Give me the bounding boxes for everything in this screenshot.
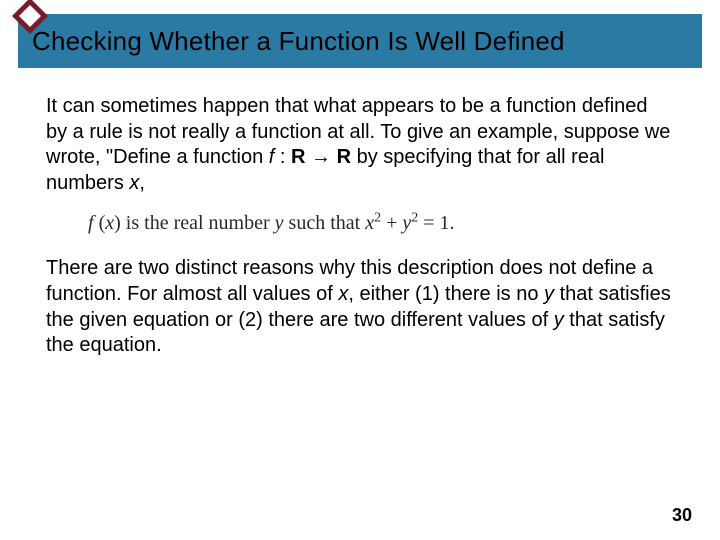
math-plus: +: [381, 212, 402, 234]
math-mid1: is the real number: [121, 212, 275, 234]
p1-colon: :: [274, 146, 291, 168]
slide-container: { "header": { "title": "Checking Whether…: [0, 0, 720, 540]
p2-yvar1: y: [544, 283, 554, 305]
math-open: (: [94, 212, 106, 234]
p2-xvar: x: [338, 283, 348, 305]
slide-body: It can sometimes happen that what appear…: [46, 94, 674, 359]
p1-R2: R: [337, 146, 351, 168]
diamond-icon: [10, 0, 50, 36]
p1-arrow: →: [305, 146, 336, 168]
title-bar: Checking Whether a Function Is Well Defi…: [18, 14, 702, 68]
math-eq: = 1.: [418, 212, 454, 234]
p1-comma: ,: [139, 172, 145, 194]
paragraph-1: It can sometimes happen that what appear…: [46, 94, 674, 196]
paragraph-2: There are two distinct reasons why this …: [46, 256, 674, 358]
page-number: 30: [672, 505, 692, 526]
math-y1: y: [275, 212, 284, 234]
math-definition: f (x) is the real number y such that x2 …: [88, 210, 674, 236]
p1-xvar: x: [129, 172, 139, 194]
p1-R1: R: [291, 146, 305, 168]
p2-yvar2: y: [554, 309, 564, 331]
math-close: ): [114, 212, 121, 234]
math-x1: x: [105, 212, 114, 234]
math-x2: x: [365, 212, 374, 234]
slide-title: Checking Whether a Function Is Well Defi…: [18, 26, 565, 57]
math-y2: y: [402, 212, 411, 234]
p2-text-2: , either (1) there is no: [348, 283, 544, 305]
math-mid2: such that: [284, 212, 366, 234]
